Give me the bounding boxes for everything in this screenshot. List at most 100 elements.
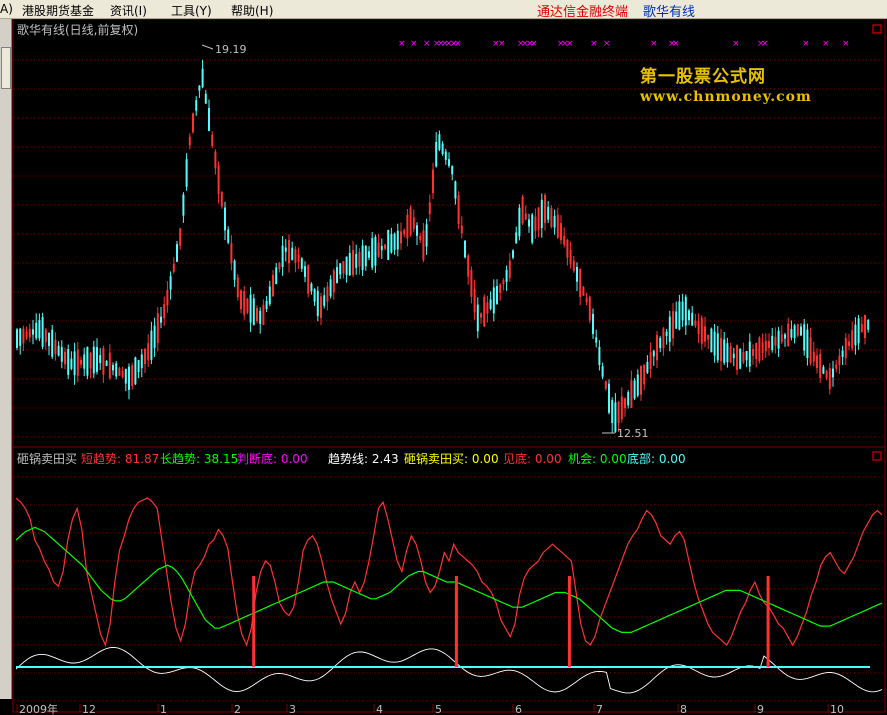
candle-body: [764, 341, 767, 352]
time-label: 6: [515, 703, 522, 715]
candle-body: [572, 260, 575, 272]
candle-body: [246, 298, 249, 313]
indicator-item: 判断底: 0.00: [237, 451, 308, 466]
candle-body: [748, 341, 751, 367]
buy-signal-bar: [567, 576, 571, 667]
menu-item-hk-futures[interactable]: 港股期货基金: [22, 4, 95, 18]
candle-body: [348, 253, 351, 276]
main-panel-title: 歌华有线(日线,前复权): [17, 22, 138, 37]
candle-body: [803, 324, 806, 351]
indicator-item: 短趋势: 81.87: [81, 452, 159, 466]
signal-star: ×: [650, 39, 658, 49]
menu-item-tools[interactable]: 工具(Y): [171, 4, 212, 18]
candle-body: [403, 229, 406, 235]
candle-body: [92, 346, 95, 374]
chart-area[interactable]: 歌华有线(日线,前复权) × × × ×××××× ×× ×××× ××× × × × ×× × ×× ×…: [0, 19, 887, 715]
candle-body: [832, 368, 834, 378]
candle-body: [505, 269, 508, 282]
candle-body: [172, 263, 175, 272]
candle-body: [457, 195, 460, 224]
signal-star: ×: [454, 39, 462, 49]
candle-body: [550, 208, 553, 227]
candle-body: [169, 276, 172, 290]
scrollbar-thumb[interactable]: [1, 47, 11, 89]
candle-body: [371, 238, 374, 268]
menu-bar: A) 港股期货基金 资讯(I) 工具(Y) 帮助(H) 通达信金融终端 歌华有线: [0, 0, 887, 20]
candle-body: [851, 330, 854, 349]
candle-body: [492, 287, 495, 314]
signal-star: ×: [498, 39, 506, 49]
candle-body: [524, 213, 527, 220]
candle-body: [48, 332, 50, 346]
candle-body: [758, 337, 761, 362]
candle-body: [598, 346, 601, 365]
signal-star: ×: [557, 39, 565, 49]
candle-body: [19, 328, 22, 346]
vertical-scrollbar[interactable]: [0, 19, 12, 699]
candle-body: [726, 343, 729, 363]
candle-body: [195, 100, 198, 111]
candle-body: [768, 341, 770, 348]
candle-body: [428, 202, 431, 215]
candle-body: [636, 374, 639, 396]
candle-body: [124, 368, 127, 384]
indicator-item: 底部: 0.00: [627, 451, 686, 466]
candle-body: [198, 85, 201, 91]
menu-item-news[interactable]: 资讯(I): [110, 4, 147, 18]
candle-body: [192, 113, 194, 133]
candle-body: [419, 235, 422, 240]
candle-body: [556, 214, 559, 238]
candle-body: [131, 365, 134, 386]
candle-body: [860, 323, 863, 333]
candle-body: [368, 251, 370, 258]
candle-body: [268, 286, 271, 305]
signal-star: ×: [757, 39, 765, 49]
candle-body: [544, 194, 546, 224]
signal-star: ×: [437, 39, 445, 49]
candle-body: [649, 352, 652, 369]
signal-star: ×: [526, 39, 534, 49]
candle-body: [838, 355, 841, 365]
candle-body: [166, 290, 169, 306]
candle-body: [480, 313, 482, 318]
candle-body: [304, 266, 306, 277]
candle-body: [716, 333, 719, 361]
candle-body: [534, 216, 537, 232]
candle-body: [784, 334, 786, 339]
candle-body: [32, 329, 34, 335]
buy-signal-bar: [454, 576, 458, 667]
candle-body: [176, 244, 178, 262]
candle-body: [342, 261, 345, 274]
candle-body: [358, 251, 361, 267]
panel-close-icon[interactable]: [872, 24, 882, 34]
candle-body: [422, 230, 425, 261]
candle-body: [595, 337, 598, 343]
candle-body: [547, 206, 550, 220]
chart-border: [12, 19, 886, 713]
menu-item-help[interactable]: 帮助(H): [231, 4, 274, 18]
candle-body: [688, 310, 690, 321]
candle-body: [227, 229, 230, 243]
signal-star: ×: [433, 39, 441, 49]
candle-body: [86, 346, 89, 376]
watermark-title: 第一股票公式网: [640, 67, 766, 87]
candle-body: [214, 151, 217, 169]
candle-body: [105, 360, 108, 366]
candle-body: [454, 181, 457, 199]
candle-body: [633, 380, 636, 399]
candle-body: [707, 334, 710, 340]
candle-body: [614, 402, 617, 432]
candle-body: [51, 329, 54, 357]
candle-body: [780, 334, 783, 342]
candle-body: [156, 313, 159, 343]
menu-item-a[interactable]: A): [0, 2, 13, 16]
candle-body: [528, 219, 530, 227]
signal-star: ×: [802, 39, 810, 49]
candle-body: [681, 301, 684, 321]
candle-body: [387, 229, 390, 260]
candle-body: [412, 217, 415, 229]
candle-body: [118, 368, 121, 376]
candle-body: [460, 225, 463, 234]
candle-body: [211, 134, 214, 146]
indicator-close-icon[interactable]: [872, 451, 882, 461]
